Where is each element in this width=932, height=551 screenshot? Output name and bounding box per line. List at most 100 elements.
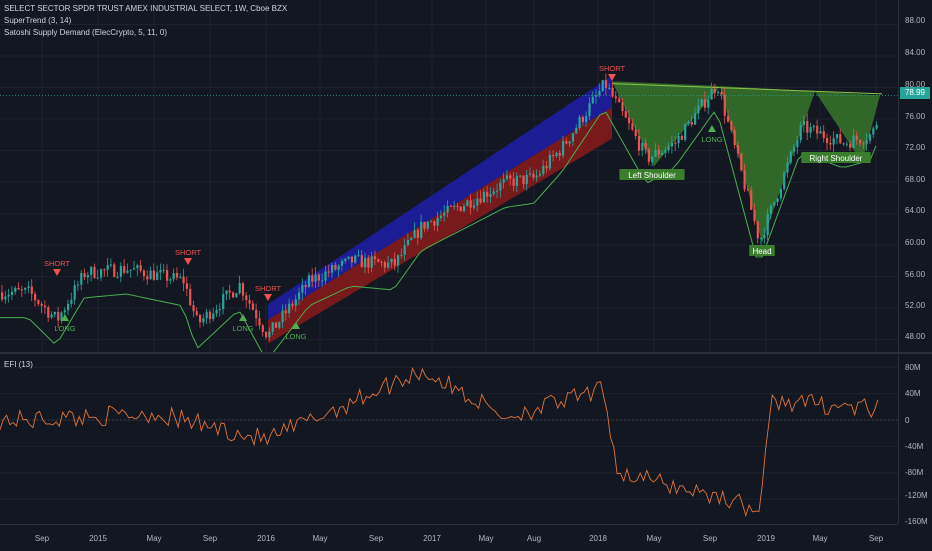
candle-body: [73, 285, 76, 300]
short-signal-label: SHORT: [175, 248, 202, 257]
candle-body: [687, 121, 690, 125]
candle-body: [274, 322, 278, 328]
time-axis-label: May: [812, 534, 828, 543]
time-axis-label: May: [146, 534, 162, 543]
candle-body: [24, 288, 27, 290]
candle-body: [400, 254, 403, 256]
candle-body: [1, 292, 4, 300]
candle-body: [505, 175, 509, 180]
short-signal-label: SHORT: [44, 259, 71, 268]
short-arrow-icon: [608, 74, 616, 81]
candle-body: [585, 116, 588, 123]
candle-body: [413, 230, 416, 238]
candle-body: [291, 303, 294, 306]
candle-body: [321, 280, 324, 282]
candle-body: [826, 138, 829, 143]
symbol-title[interactable]: SELECT SECTOR SPDR TRUST AMEX INDUSTRIAL…: [4, 4, 288, 13]
candle-body: [730, 121, 733, 131]
right-shoulder-triangle: [815, 91, 880, 163]
candle-body: [591, 96, 594, 104]
candle-body: [235, 293, 238, 298]
candle-body: [294, 299, 297, 306]
candle-body: [43, 305, 47, 308]
candle-body: [245, 295, 248, 301]
time-axis-label: 2015: [89, 534, 107, 543]
candle-body: [139, 265, 142, 271]
head-triangle: [720, 85, 815, 243]
price-axis-label: 48.00: [905, 332, 926, 341]
candle-body: [453, 205, 456, 207]
candle-body: [67, 303, 70, 311]
candle-body: [542, 165, 545, 175]
candle-body: [509, 175, 512, 179]
candle-body: [449, 205, 452, 207]
candle-body: [63, 310, 66, 313]
price-axis[interactable]: 88.00 84.00 80.00 76.00 72.00 68.00 64.0…: [898, 0, 932, 526]
candle-body: [199, 314, 202, 323]
candle-body: [522, 175, 525, 185]
pane-divider[interactable]: [0, 352, 932, 354]
candle-body: [720, 92, 723, 95]
candle-body: [482, 191, 485, 203]
candle-body: [835, 134, 839, 139]
right-shoulder-label-bg: [801, 152, 871, 163]
price-chart[interactable]: SHORT SHORT SHORT SHORT LONG LONG LONG LONG Left…: [0, 0, 898, 352]
candle-body: [265, 331, 268, 338]
candle-body: [575, 128, 578, 134]
candle-body: [261, 325, 264, 332]
supply-demand-legend[interactable]: Satoshi Supply Demand (ElecCrypto, 5, 11…: [4, 28, 168, 37]
candle-body: [307, 275, 311, 288]
candle-body: [133, 268, 136, 270]
candle-body: [228, 290, 231, 293]
candle-body: [661, 152, 664, 155]
candle-body: [30, 286, 33, 295]
candle-body: [383, 262, 386, 268]
candle-body: [644, 142, 647, 150]
candle-body: [674, 142, 677, 144]
candle-body: [839, 134, 842, 144]
time-axis-label: Aug: [526, 534, 542, 543]
short-arrow-icon: [264, 294, 272, 301]
price-pane[interactable]: SHORT SHORT SHORT SHORT LONG LONG LONG LONG Left…: [0, 0, 932, 352]
candle-body: [397, 255, 400, 266]
candle-body: [156, 272, 159, 280]
candle-body: [515, 176, 518, 186]
time-axis[interactable]: Sep 2015 May Sep 2016 May Sep 2017 May A…: [0, 524, 898, 551]
candle-body: [796, 140, 799, 148]
price-axis-label: 56.00: [905, 270, 926, 279]
candle-body: [849, 143, 852, 148]
candle-body: [529, 173, 532, 175]
candle-body: [185, 283, 188, 289]
efi-pane[interactable]: EFI (13): [0, 354, 932, 524]
candle-body: [753, 209, 756, 222]
candle-body: [14, 287, 17, 292]
candle-body: [664, 150, 667, 153]
candle-body: [598, 90, 601, 96]
candle-body: [377, 259, 380, 262]
candle-body: [370, 256, 373, 268]
candle-body: [571, 133, 575, 142]
candle-body: [532, 173, 535, 178]
candle-body: [446, 205, 449, 213]
price-axis-label: 52.00: [905, 301, 926, 310]
candle-body: [763, 235, 766, 239]
candle-body: [512, 178, 515, 186]
price-axis-label: 84.00: [905, 48, 926, 57]
candle-body: [862, 143, 865, 145]
candle-body: [344, 258, 347, 262]
candle-body: [393, 258, 396, 266]
supertrend-legend[interactable]: SuperTrend (3, 14): [4, 16, 72, 25]
efi-chart[interactable]: [0, 354, 898, 524]
time-axis-label: Sep: [34, 534, 50, 543]
candle-body: [812, 125, 815, 128]
candle-body: [80, 273, 83, 285]
candle-body: [783, 172, 786, 189]
candle-body: [37, 300, 40, 304]
candle-body: [390, 258, 393, 263]
candle-body: [456, 205, 459, 207]
candle-body: [802, 121, 806, 125]
candle-body: [218, 309, 221, 311]
efi-legend[interactable]: EFI (13): [4, 360, 33, 369]
candle-body: [842, 143, 845, 145]
long-signal-label: LONG: [701, 135, 722, 144]
